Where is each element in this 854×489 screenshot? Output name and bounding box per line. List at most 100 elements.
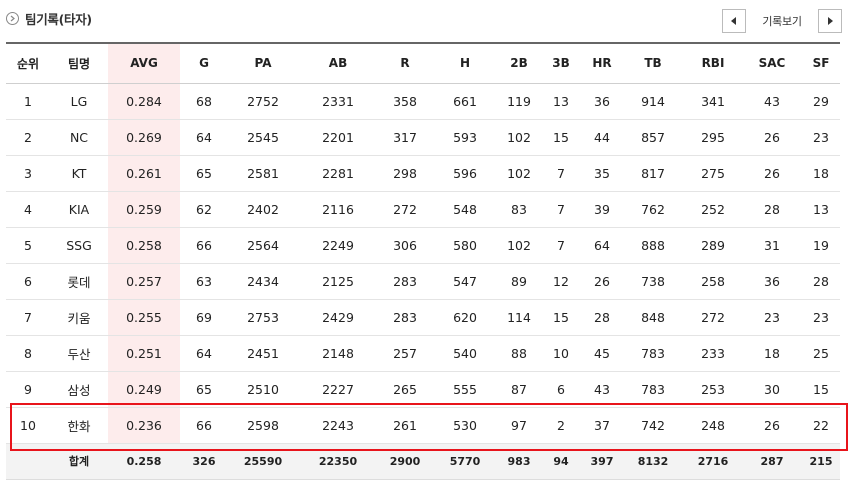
table-cell: 2331 xyxy=(298,83,378,120)
col-header-h[interactable]: H xyxy=(432,42,498,84)
table-cell: 540 xyxy=(432,335,498,372)
table-cell: 548 xyxy=(432,191,498,228)
totals-cell: 합계 xyxy=(50,443,108,480)
table-cell: 45 xyxy=(582,335,622,372)
table-cell: 119 xyxy=(498,83,540,120)
table-cell: 2451 xyxy=(228,335,298,372)
table-header-row: 순위 팀명 AVG G PA AB R H 2B 3B HR TB RBI SA… xyxy=(6,42,840,84)
table-cell: 69 xyxy=(180,299,228,336)
table-cell: 738 xyxy=(622,263,684,300)
record-pager: 기록보기 xyxy=(722,9,842,33)
circle-arrow-icon xyxy=(6,12,19,25)
col-header-3b[interactable]: 3B xyxy=(540,42,582,84)
table-cell: 43 xyxy=(742,83,802,120)
table-cell: 28 xyxy=(802,263,840,300)
table-cell: 4 xyxy=(6,191,50,228)
table-cell: 2243 xyxy=(298,407,378,444)
totals-cell: 983 xyxy=(498,443,540,480)
table-cell: 97 xyxy=(498,407,540,444)
table-cell: 13 xyxy=(540,83,582,120)
table-cell: 22 xyxy=(802,407,840,444)
table-cell: 0.258 xyxy=(108,227,180,264)
table-cell: 0.257 xyxy=(108,263,180,300)
table-cell: 2402 xyxy=(228,191,298,228)
table-cell: 30 xyxy=(742,371,802,408)
table-cell: 두산 xyxy=(50,335,108,372)
title-group: 팀기록(타자) xyxy=(6,9,92,28)
col-header-2b[interactable]: 2B xyxy=(498,42,540,84)
table-cell: 272 xyxy=(378,191,432,228)
totals-cell: 2716 xyxy=(684,443,742,480)
table-cell: KT xyxy=(50,155,108,192)
table-cell: 2752 xyxy=(228,83,298,120)
next-button[interactable] xyxy=(818,9,842,33)
table-cell: 596 xyxy=(432,155,498,192)
page-header: 팀기록(타자) 기록보기 xyxy=(0,0,854,42)
table-cell: 283 xyxy=(378,263,432,300)
table-row: 7 키움 0.255 69 2753 2429 283 620 114 15 28 848 272 23 2… xyxy=(6,299,840,336)
table-cell: 2249 xyxy=(298,227,378,264)
col-header-sf[interactable]: SF xyxy=(802,42,840,84)
table-cell: 롯데 xyxy=(50,263,108,300)
table-cell: 620 xyxy=(432,299,498,336)
table-cell: 13 xyxy=(802,191,840,228)
table-cell: 2148 xyxy=(298,335,378,372)
table-cell: 66 xyxy=(180,227,228,264)
table-cell: 2434 xyxy=(228,263,298,300)
table-cell: 7 xyxy=(540,155,582,192)
table-cell: 29 xyxy=(802,83,840,120)
totals-cell: 397 xyxy=(582,443,622,480)
prev-button[interactable] xyxy=(722,9,746,33)
table-cell: 18 xyxy=(742,335,802,372)
table-cell: 64 xyxy=(180,335,228,372)
col-header-avg[interactable]: AVG xyxy=(108,42,180,84)
table-cell: 87 xyxy=(498,371,540,408)
table-cell: 341 xyxy=(684,83,742,120)
col-header-tb[interactable]: TB xyxy=(622,42,684,84)
table-cell: 10 xyxy=(540,335,582,372)
table-cell: 2227 xyxy=(298,371,378,408)
table-cell: 10 xyxy=(6,407,50,444)
table-cell: 102 xyxy=(498,155,540,192)
table-cell: 783 xyxy=(622,371,684,408)
table-cell: 272 xyxy=(684,299,742,336)
col-header-team[interactable]: 팀명 xyxy=(50,42,108,84)
col-header-ab[interactable]: AB xyxy=(298,42,378,84)
col-header-rbi[interactable]: RBI xyxy=(684,42,742,84)
totals-cell: 5770 xyxy=(432,443,498,480)
table-row: 2 NC 0.269 64 2545 2201 317 593 102 15 44 857 295 26 2… xyxy=(6,119,840,156)
table-cell: 26 xyxy=(742,407,802,444)
table-cell: 2281 xyxy=(298,155,378,192)
col-header-r[interactable]: R xyxy=(378,42,432,84)
table-cell: 265 xyxy=(378,371,432,408)
table-cell: 7 xyxy=(6,299,50,336)
table-cell: 3 xyxy=(6,155,50,192)
col-header-pa[interactable]: PA xyxy=(228,42,298,84)
table-row: 9 삼성 0.249 65 2510 2227 265 555 87 6 43 783 253 30 15 xyxy=(6,371,840,408)
col-header-hr[interactable]: HR xyxy=(582,42,622,84)
table-cell: 26 xyxy=(742,155,802,192)
totals-row: 합계 0.258 326 25590 22350 2900 5770 983 94 397 8132… xyxy=(6,443,840,480)
table-cell: 26 xyxy=(582,263,622,300)
triangle-right-icon xyxy=(828,17,833,25)
table-cell: 2545 xyxy=(228,119,298,156)
table-cell: 275 xyxy=(684,155,742,192)
table-cell: 530 xyxy=(432,407,498,444)
table-cell: 23 xyxy=(802,119,840,156)
col-header-g[interactable]: G xyxy=(180,42,228,84)
table-cell: NC xyxy=(50,119,108,156)
table-cell: 257 xyxy=(378,335,432,372)
col-header-sac[interactable]: SAC xyxy=(742,42,802,84)
table-cell: 65 xyxy=(180,371,228,408)
table-cell: 289 xyxy=(684,227,742,264)
table-cell: 7 xyxy=(540,227,582,264)
totals-cell: 8132 xyxy=(622,443,684,480)
table-cell: 삼성 xyxy=(50,371,108,408)
table-row: 10 한화 0.236 66 2598 2243 261 530 97 2 37 742 248 26 22 xyxy=(6,407,840,444)
col-header-rank[interactable]: 순위 xyxy=(6,42,50,84)
totals-cell: 0.258 xyxy=(108,443,180,480)
table-cell: 258 xyxy=(684,263,742,300)
table-cell: 한화 xyxy=(50,407,108,444)
table-cell: 2116 xyxy=(298,191,378,228)
totals-cell: 94 xyxy=(540,443,582,480)
